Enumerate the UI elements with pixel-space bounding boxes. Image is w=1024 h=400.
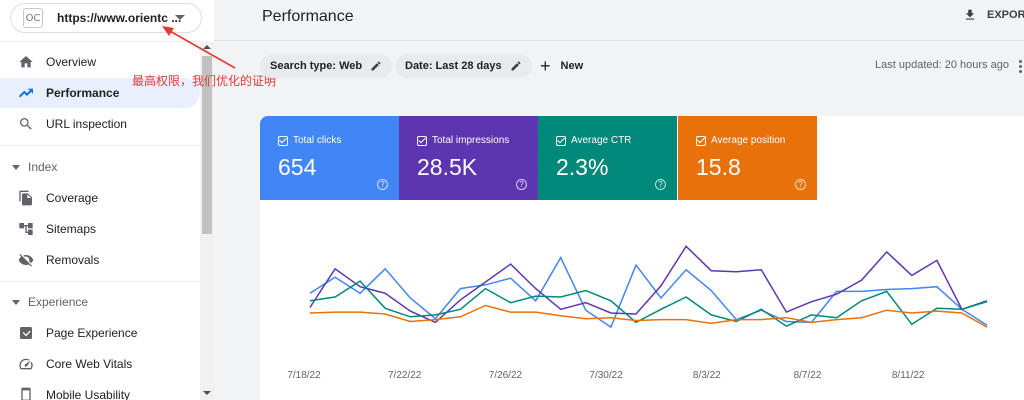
chip-label: Search type: Web (270, 60, 363, 72)
sidebar-scroll-thumb[interactable] (202, 56, 212, 234)
section-title: Experience (28, 295, 89, 309)
help-icon[interactable]: ? (377, 179, 388, 190)
chip-label: Date: Last 28 days (405, 60, 502, 72)
export-label: EXPOR (987, 9, 1024, 21)
series-line-total-clicks (309, 255, 988, 329)
section-experience[interactable]: Experience (0, 290, 200, 314)
sidebar-item-removals[interactable]: Removals (0, 245, 200, 275)
sidebar-item-core-web-vitals[interactable]: Core Web Vitals (0, 349, 200, 379)
metric-value: 2.3% (556, 154, 609, 180)
scroll-down-icon[interactable] (203, 391, 211, 395)
sidebar-item-sitemaps[interactable]: Sitemaps (0, 214, 200, 244)
metric-label: Total clicks (293, 135, 342, 146)
sidebar-item-coverage[interactable]: Coverage (0, 183, 200, 213)
performance-card: Total clicks 654 ? Total impressions 28.… (260, 116, 1024, 400)
sidebar-item-label: Mobile Usability (46, 388, 131, 400)
sitemap-icon (18, 221, 34, 237)
more-vert-icon[interactable] (1019, 60, 1022, 75)
sidebar-item-label: Coverage (46, 191, 99, 205)
smartphone-icon (18, 387, 34, 400)
help-icon[interactable]: ? (655, 179, 666, 190)
metric-average-ctr[interactable]: Average CTR 2.3% ? (538, 116, 677, 200)
checkbox-icon[interactable] (556, 135, 566, 146)
sidebar-item-label: Sitemaps (46, 222, 97, 236)
sidebar: OC https://www.orientc ... Overview Perf… (0, 0, 214, 400)
x-tick-label: 7/30/22 (589, 370, 623, 381)
sidebar-item-performance[interactable]: Performance (0, 78, 200, 108)
page-experience-icon (18, 325, 34, 341)
checkbox-icon[interactable] (696, 135, 706, 146)
sidebar-item-page-experience[interactable]: Page Experience (0, 318, 200, 348)
visibility-off-icon (18, 252, 34, 268)
help-icon[interactable]: ? (516, 179, 527, 190)
checkbox-icon[interactable] (278, 135, 288, 146)
checkbox-icon[interactable] (417, 135, 427, 146)
edit-icon (371, 61, 381, 71)
metric-total-clicks[interactable]: Total clicks 654 ? (260, 116, 399, 200)
export-button[interactable]: EXPOR (963, 8, 1024, 22)
sidebar-item-label: Performance (46, 86, 120, 100)
x-tick-label: 8/7/22 (794, 370, 822, 381)
home-icon (18, 54, 34, 70)
annotation-text: 最高权限，我们优化的证明 (132, 74, 277, 88)
metric-value: 654 (278, 154, 317, 180)
x-tick-label: 8/3/22 (693, 370, 721, 381)
divider (0, 145, 200, 146)
metric-value: 15.8 (696, 154, 741, 180)
annotation-arrow (162, 26, 236, 69)
page-title: Performance (262, 8, 354, 25)
series-line-average-ctr (309, 280, 988, 328)
divider (214, 40, 1024, 41)
x-tick-label: 7/18/22 (287, 370, 321, 381)
new-filter-button[interactable]: + New (540, 54, 583, 78)
metric-label: Total impressions (432, 135, 510, 146)
help-icon[interactable]: ? (795, 179, 806, 190)
sidebar-item-label: Removals (46, 253, 100, 267)
metric-value: 28.5K (417, 154, 478, 180)
plus-icon: + (540, 56, 551, 76)
x-tick-label: 7/22/22 (388, 370, 422, 381)
sidebar-item-label: Core Web Vitals (46, 357, 133, 371)
metric-total-impressions[interactable]: Total impressions 28.5K ? (399, 116, 538, 200)
metric-label: Average position (711, 135, 786, 146)
collapse-arrow-icon (12, 164, 20, 170)
file-copy-icon (18, 190, 34, 206)
chevron-down-icon[interactable] (175, 15, 185, 20)
search-type-filter-chip[interactable]: Search type: Web (260, 54, 393, 78)
search-icon (18, 116, 34, 132)
divider (0, 41, 200, 42)
edit-icon (511, 61, 521, 71)
trending-up-icon (18, 85, 34, 101)
performance-line-chart: 7/18/22 7/22/22 7/26/22 7/30/22 8/3/22 8/7/22… (287, 245, 988, 381)
property-url: https://www.orientc ... (57, 11, 182, 25)
date-filter-chip[interactable]: Date: Last 28 days (395, 54, 532, 78)
x-tick-label: 8/11/22 (892, 370, 925, 381)
scroll-up-icon[interactable] (203, 45, 211, 49)
sidebar-item-overview[interactable]: Overview (0, 47, 200, 77)
section-index[interactable]: Index (0, 155, 200, 179)
series-line-total-impressions (309, 245, 988, 324)
section-title: Index (28, 160, 58, 174)
x-tick-label: 7/26/22 (489, 370, 523, 381)
download-icon (965, 9, 975, 20)
series-line-average-position (309, 304, 988, 328)
sidebar-item-url-inspection[interactable]: URL inspection (0, 109, 200, 139)
new-label: New (560, 60, 584, 72)
metric-label: Average CTR (571, 135, 632, 146)
sidebar-item-label: Overview (46, 55, 97, 69)
metric-average-position[interactable]: Average position 15.8 ? (678, 116, 817, 200)
sidebar-item-label: Page Experience (46, 326, 138, 340)
sidebar-item-label: URL inspection (46, 117, 127, 131)
divider (0, 281, 200, 282)
property-logo: OC (23, 8, 43, 28)
sidebar-item-mobile-usability[interactable]: Mobile Usability (0, 380, 200, 400)
speed-icon (18, 356, 34, 372)
collapse-arrow-icon (12, 299, 20, 305)
last-updated-text: Last updated: 20 hours ago (875, 59, 1009, 71)
